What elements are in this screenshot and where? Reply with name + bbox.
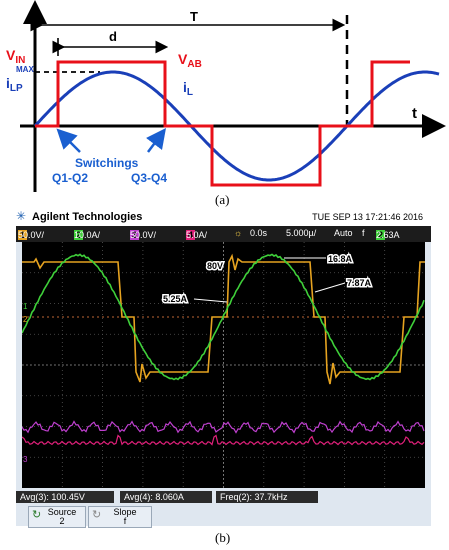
annot-5-25a: 5.25A — [163, 294, 188, 304]
switchings-label: Switchings — [75, 156, 139, 170]
annot-7-87a-pointer — [314, 282, 346, 293]
source-softkey[interactable]: ↻ Source 2 — [28, 506, 86, 528]
delay-value[interactable]: 0.0s — [250, 228, 268, 238]
slope-softkey[interactable]: ↻ Slope f — [88, 506, 152, 528]
ch4-trace — [22, 434, 425, 446]
graticule: 1 2 3 80V 16.8A 7.87A 5.25A — [22, 242, 425, 488]
caption-b: (b) — [215, 530, 231, 545]
softkey-bar: ↻ Source 2 ↻ Slope f — [16, 506, 431, 528]
vab-waveform — [35, 60, 410, 187]
settings-bar: 1 50.0V/ 2 10.0A/ 3 50.0V/ 4 5.0A/ ☼ 0.0s 5.… — [16, 226, 431, 242]
q34-label: Q3-Q4 — [131, 171, 167, 185]
date-time: TUE SEP 13 17:21:46 2016 — [312, 212, 423, 222]
scope-traces: 1 2 3 80V 16.8A 7.87A 5.25A — [22, 242, 425, 488]
annot-7-87a: 7.87A — [347, 278, 372, 288]
switch-arrow-q12 — [56, 128, 81, 153]
agilent-logo-icon: ✳ — [16, 209, 27, 223]
ch1-trace — [22, 253, 425, 385]
slope-value: f — [123, 516, 127, 526]
period-label: T — [190, 9, 198, 24]
marker-ch3: 3 — [23, 455, 28, 464]
il-label: iL — [183, 79, 193, 98]
scope-header: ✳ Agilent Technologies TUE SEP 13 17:21:… — [16, 208, 431, 226]
ilp-sup: MAX — [16, 65, 34, 74]
switch-arrow-q34 — [146, 128, 166, 153]
vin-label: VIN — [6, 47, 25, 66]
vab-label: VAB — [178, 51, 202, 70]
ch2-trace — [22, 253, 425, 381]
brand-name: Agilent Technologies — [32, 211, 143, 223]
oscilloscope-screen: ✳ Agilent Technologies TUE SEP 13 17:21:… — [16, 208, 431, 528]
q12-label: Q1-Q2 — [52, 171, 88, 185]
trigger-slope-icon: f — [362, 228, 365, 238]
delay-icon: ☼ — [234, 228, 243, 238]
slope-knob-icon: ↻ — [92, 509, 102, 521]
marker-ch1: 1 — [23, 302, 28, 311]
timebase-value[interactable]: 5.000µ/ — [286, 228, 317, 238]
marker-ch2: 2 — [23, 315, 28, 324]
caption-a: (a) — [215, 192, 230, 207]
measure-avg3: Avg(3): 100.45V — [16, 491, 114, 503]
waveform-diagram: T d VIN MAX iLP VAB iL t Switchings Q1-Q… — [6, 0, 446, 192]
annot-16-8a: 16.8A — [328, 254, 353, 264]
source-value: 2 — [59, 516, 65, 526]
ch3-trace — [22, 420, 425, 434]
time-label: t — [412, 105, 417, 122]
measure-avg4: Avg(4): 8.060A — [120, 491, 212, 503]
source-label: Source — [47, 507, 77, 517]
annot-80v: 80V — [207, 261, 223, 271]
trigger-mode[interactable]: Auto — [334, 228, 353, 238]
width-label: d — [109, 29, 117, 44]
measure-freq2: Freq(2): 37.7kHz — [216, 491, 318, 503]
slope-label: Slope — [113, 507, 137, 517]
ilp-label: iLP — [6, 75, 23, 94]
annot-5-25a-pointer — [193, 298, 228, 303]
source-knob-icon: ↻ — [32, 509, 42, 521]
